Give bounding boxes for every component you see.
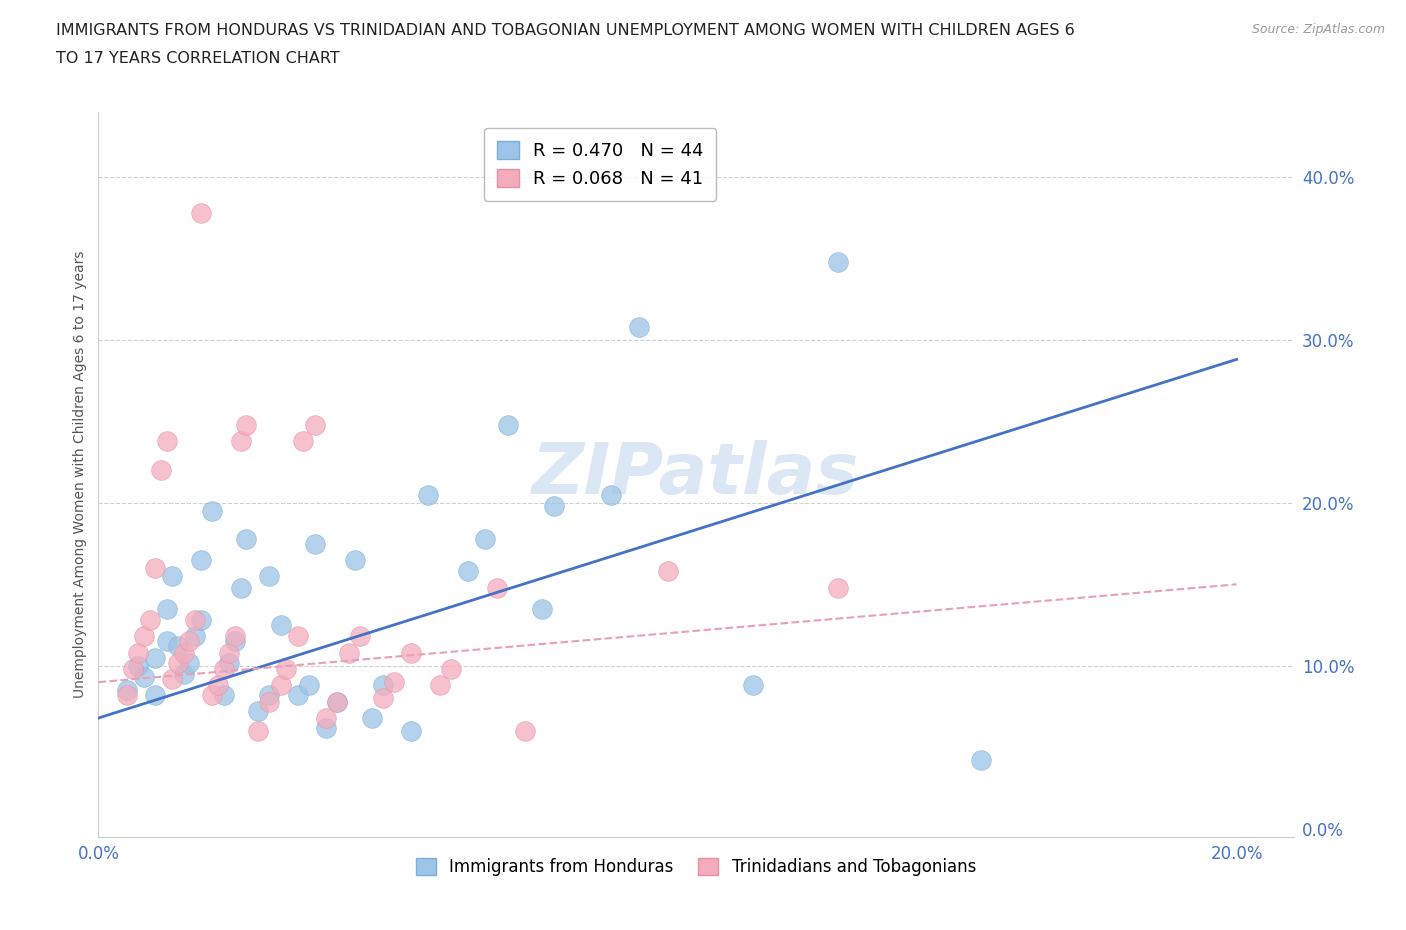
Point bbox=[485, 580, 508, 595]
Point bbox=[418, 487, 440, 502]
Point bbox=[143, 688, 166, 703]
Point bbox=[382, 674, 405, 689]
Point bbox=[969, 753, 991, 768]
Text: Source: ZipAtlas.com: Source: ZipAtlas.com bbox=[1251, 23, 1385, 36]
Point bbox=[515, 724, 537, 738]
Point bbox=[343, 552, 366, 567]
Point bbox=[401, 724, 423, 738]
Point bbox=[184, 613, 207, 628]
Point bbox=[457, 564, 479, 578]
Point bbox=[827, 580, 849, 595]
Point bbox=[179, 634, 201, 649]
Point bbox=[304, 418, 326, 432]
Point bbox=[235, 418, 257, 432]
Text: ZIPatlas: ZIPatlas bbox=[533, 440, 859, 509]
Point bbox=[224, 629, 246, 644]
Point bbox=[127, 645, 149, 660]
Point bbox=[349, 629, 371, 644]
Point bbox=[257, 688, 280, 703]
Point bbox=[143, 561, 166, 576]
Point bbox=[190, 613, 212, 628]
Point bbox=[371, 678, 394, 693]
Point bbox=[143, 650, 166, 665]
Point bbox=[201, 503, 224, 518]
Point bbox=[474, 531, 496, 546]
Point bbox=[287, 629, 309, 644]
Point bbox=[132, 629, 155, 644]
Point bbox=[257, 569, 280, 584]
Point bbox=[115, 683, 138, 698]
Point bbox=[246, 724, 269, 738]
Point bbox=[207, 678, 229, 693]
Point bbox=[173, 645, 195, 660]
Point bbox=[115, 688, 138, 703]
Point bbox=[276, 661, 298, 676]
Point bbox=[127, 658, 149, 673]
Point bbox=[156, 634, 179, 649]
Point bbox=[371, 691, 394, 706]
Point bbox=[827, 254, 849, 269]
Point bbox=[173, 667, 195, 682]
Point bbox=[531, 602, 554, 617]
Point bbox=[150, 463, 173, 478]
Point bbox=[257, 695, 280, 710]
Point bbox=[657, 564, 679, 578]
Point bbox=[156, 602, 179, 617]
Point bbox=[326, 695, 349, 710]
Point bbox=[212, 661, 235, 676]
Text: TO 17 YEARS CORRELATION CHART: TO 17 YEARS CORRELATION CHART bbox=[56, 51, 340, 66]
Point bbox=[201, 688, 224, 703]
Point bbox=[190, 552, 212, 567]
Point bbox=[184, 629, 207, 644]
Point bbox=[628, 319, 651, 334]
Point bbox=[212, 688, 235, 703]
Point bbox=[167, 655, 190, 670]
Point bbox=[496, 418, 519, 432]
Point bbox=[599, 487, 621, 502]
Text: IMMIGRANTS FROM HONDURAS VS TRINIDADIAN AND TOBAGONIAN UNEMPLOYMENT AMONG WOMEN : IMMIGRANTS FROM HONDURAS VS TRINIDADIAN … bbox=[56, 23, 1076, 38]
Point bbox=[315, 721, 337, 736]
Point bbox=[156, 433, 179, 448]
Point bbox=[224, 634, 246, 649]
Point bbox=[429, 678, 451, 693]
Point bbox=[326, 695, 349, 710]
Point bbox=[246, 704, 269, 719]
Legend: Immigrants from Honduras, Trinidadians and Tobagonians: Immigrants from Honduras, Trinidadians a… bbox=[409, 852, 983, 883]
Point bbox=[270, 678, 292, 693]
Point bbox=[121, 661, 143, 676]
Point bbox=[401, 645, 423, 660]
Point bbox=[292, 433, 315, 448]
Point bbox=[543, 498, 565, 513]
Point bbox=[162, 671, 184, 686]
Point bbox=[229, 580, 252, 595]
Point bbox=[440, 661, 463, 676]
Point bbox=[741, 678, 763, 693]
Point bbox=[138, 613, 160, 628]
Point bbox=[315, 711, 337, 725]
Point bbox=[287, 688, 309, 703]
Point bbox=[270, 618, 292, 632]
Point bbox=[218, 645, 240, 660]
Point bbox=[298, 678, 321, 693]
Point bbox=[132, 670, 155, 684]
Point bbox=[162, 569, 184, 584]
Point bbox=[304, 536, 326, 551]
Point bbox=[218, 655, 240, 670]
Point bbox=[167, 639, 190, 654]
Point bbox=[360, 711, 382, 725]
Y-axis label: Unemployment Among Women with Children Ages 6 to 17 years: Unemployment Among Women with Children A… bbox=[73, 250, 87, 698]
Point bbox=[190, 206, 212, 220]
Point bbox=[179, 655, 201, 670]
Point bbox=[229, 433, 252, 448]
Point bbox=[337, 645, 360, 660]
Point bbox=[235, 531, 257, 546]
